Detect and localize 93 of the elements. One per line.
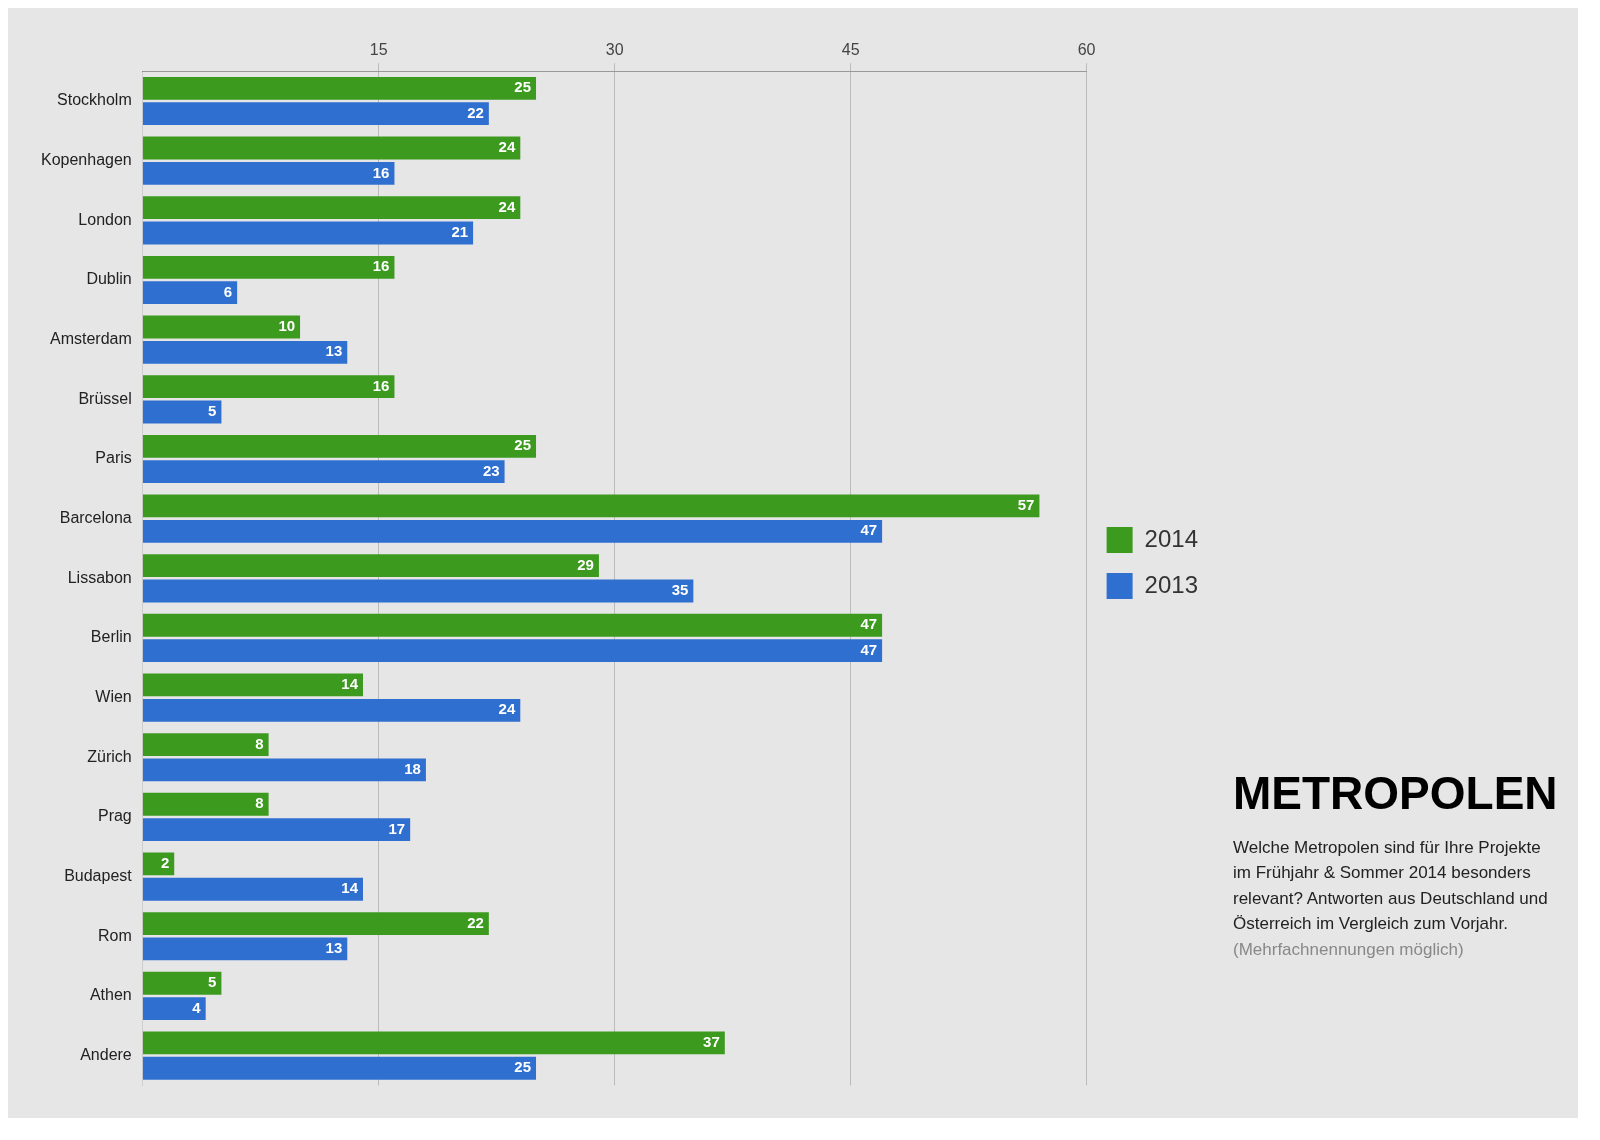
- data-label: 24: [498, 138, 516, 156]
- data-label: 24: [498, 197, 516, 215]
- data-label: 16: [372, 376, 390, 394]
- y-tick-label: Wien: [95, 688, 132, 706]
- y-tick-label: Stockholm: [57, 91, 132, 109]
- data-label: 5: [208, 973, 217, 991]
- bar: [142, 400, 222, 424]
- data-label: 13: [325, 939, 343, 957]
- bar: [142, 494, 1040, 518]
- bar: [142, 613, 883, 637]
- data-label: 25: [514, 436, 532, 454]
- bar: [142, 877, 363, 901]
- bar: [142, 937, 348, 961]
- bar: [142, 161, 395, 185]
- y-tick-label: Lissabon: [67, 568, 132, 586]
- data-label: 47: [860, 521, 878, 539]
- data-label: 22: [467, 103, 484, 121]
- bar: [142, 818, 411, 842]
- bar: [142, 733, 269, 757]
- bar: [142, 136, 521, 160]
- data-label: 35: [671, 581, 689, 599]
- data-label: 2: [160, 854, 170, 872]
- y-tick-label: Barcelona: [59, 509, 132, 527]
- x-tick-label: 60: [1077, 41, 1096, 59]
- bar: [142, 912, 489, 935]
- data-label: 57: [1017, 496, 1035, 514]
- data-label: 14: [341, 879, 359, 897]
- bar: [142, 1056, 537, 1080]
- data-label: 16: [372, 163, 390, 181]
- x-tick-label: 15: [369, 41, 388, 59]
- data-label: 22: [467, 913, 484, 931]
- x-tick-label: 45: [841, 41, 860, 59]
- data-label: 47: [860, 640, 878, 658]
- data-label: 29: [577, 555, 594, 573]
- bar: [142, 971, 222, 995]
- text: METROPOLEN: [1233, 767, 1559, 819]
- y-tick-label: Brüssel: [78, 389, 132, 407]
- y-tick-label: London: [78, 210, 132, 228]
- data-label: 25: [514, 1058, 532, 1076]
- bar: [142, 434, 537, 458]
- legend-label: 2014: [1144, 524, 1198, 552]
- y-tick-label: Prag: [97, 807, 132, 825]
- y-tick-label: Athen: [89, 986, 132, 1004]
- bar: [142, 76, 537, 100]
- data-label: 17: [388, 819, 406, 837]
- legend-label: 2013: [1144, 570, 1198, 598]
- bar: [142, 340, 348, 364]
- bar: [142, 792, 269, 816]
- y-tick-label: Amsterdam: [49, 330, 132, 348]
- data-label: 8: [255, 734, 264, 752]
- data-label: 37: [703, 1033, 720, 1051]
- bar: [142, 997, 206, 1020]
- bar: [142, 375, 395, 399]
- data-label: 21: [451, 223, 469, 241]
- bar: [142, 579, 694, 603]
- bar: [142, 196, 521, 220]
- bar: [142, 519, 883, 543]
- y-tick-label: Berlin: [90, 628, 132, 646]
- y-tick-label: Budapest: [64, 867, 133, 884]
- bar: [142, 1031, 725, 1055]
- y-tick-label: Andere: [80, 1045, 132, 1063]
- data-label: 23: [482, 461, 500, 479]
- data-label: 13: [325, 342, 343, 360]
- data-label: 6: [223, 282, 233, 300]
- x-tick-label: 30: [605, 41, 624, 59]
- bar: [142, 698, 521, 722]
- bar: [142, 460, 505, 484]
- bar: [142, 255, 395, 279]
- y-tick-label: Rom: [97, 926, 132, 944]
- bar: [142, 102, 489, 126]
- data-label: 16: [372, 257, 390, 275]
- bar: [142, 639, 883, 663]
- bar: [142, 221, 474, 245]
- data-label: 4: [192, 998, 202, 1016]
- text: Welche Metropolen sind für Ihre Projekte im Frühjahr & Sommer 2014 besonders relevant? Antworten aus Deutschland und Österreich im Vergleich zum Vorjahr.: [1233, 837, 1548, 934]
- bar: [142, 758, 426, 782]
- data-label: 25: [514, 78, 532, 96]
- y-tick-label: Dublin: [86, 270, 132, 288]
- bar: [142, 315, 301, 339]
- data-label: 5: [208, 402, 217, 420]
- data-label: 14: [341, 675, 359, 693]
- y-tick-label: Paris: [95, 449, 132, 467]
- y-tick-label: Kopenhagen: [40, 151, 132, 169]
- y-tick-label: Zürich: [87, 747, 132, 765]
- data-label: 18: [404, 760, 421, 778]
- bar: [142, 281, 238, 305]
- bar: [142, 554, 599, 578]
- data-label: 8: [255, 794, 264, 812]
- text: (Mehrfachnennungen möglich): [1233, 939, 1464, 959]
- data-label: 24: [498, 700, 516, 718]
- data-label: 47: [860, 615, 878, 633]
- bar: [142, 673, 363, 697]
- data-label: 10: [278, 317, 296, 335]
